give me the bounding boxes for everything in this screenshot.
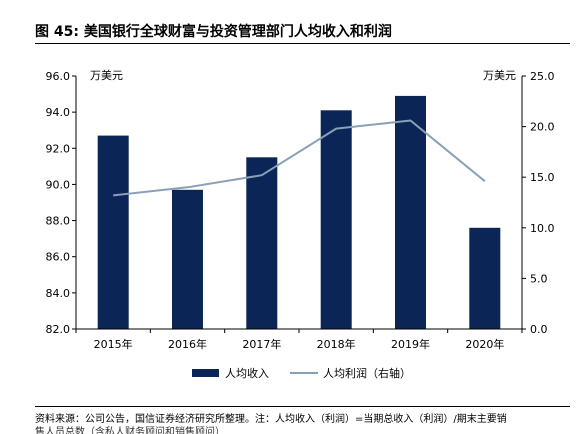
left-tick-label-7: 94.0: [46, 106, 71, 119]
axes: 82.0 84.0 86.0 88.0 90.0 92.0 94.0 96.0 0.0 5.0 10…: [46, 69, 555, 351]
left-tick-label-8: 96.0: [46, 70, 71, 83]
title-divider: [35, 43, 570, 44]
x-tick-label-5: 2019年: [391, 337, 430, 351]
footer: 资料来源：公司公告，国信证券经济研究所整理。注：人均收入（利润）=当期总收入（利…: [35, 406, 579, 434]
bar-4: [320, 110, 352, 329]
right-tick-label-1: 0.0: [530, 323, 548, 336]
bar-3: [246, 157, 278, 329]
line-series: [113, 119, 486, 197]
x-tick-label-2: 2016年: [168, 337, 207, 351]
legend: 人均收入 人均利润（右轴）: [192, 366, 411, 380]
right-tick-label-5: 20.0: [530, 121, 555, 134]
right-tick-label-3: 10.0: [530, 222, 555, 235]
right-tick-label-2: 5.0: [530, 272, 548, 285]
x-tick-label-4: 2018年: [317, 337, 356, 351]
bar-2: [172, 189, 203, 329]
source-note-cont: 售人员总数（含私人财务顾问和销售顾问）: [35, 427, 225, 434]
legend-bar-label: 人均收入: [225, 366, 269, 380]
left-tick-label-4: 88.0: [46, 215, 71, 228]
left-tick-label-6: 92.0: [46, 142, 71, 155]
right-axis-unit: 万美元: [483, 69, 516, 82]
footer-divider: [35, 406, 570, 407]
bar-5: [395, 95, 426, 330]
x-tick-label-1: 2015年: [94, 337, 133, 351]
profit-line: [113, 119, 486, 197]
bar-series: [97, 95, 501, 330]
legend-line-label: 人均利润（右轴）: [323, 366, 411, 380]
left-tick-label-1: 82.0: [46, 323, 71, 336]
source-note: 资料来源：公司公告，国信证券经济研究所整理。注：人均收入（利润）=当期总收入（利…: [35, 414, 507, 425]
left-tick-label-3: 86.0: [46, 251, 71, 264]
left-tick-label-5: 90.0: [46, 178, 71, 191]
right-tick-label-6: 25.0: [530, 70, 555, 83]
left-tick-label-2: 84.0: [46, 287, 71, 300]
legend-bar-swatch: [192, 369, 219, 377]
x-tick-label-6: 2020年: [465, 337, 504, 351]
left-axis-unit: 万美元: [90, 69, 123, 82]
figure-header: 图 45: 美国银行全球财富与投资管理部门人均收入和利润: [35, 22, 570, 44]
x-tick-label-3: 2017年: [242, 337, 281, 351]
bar-1: [97, 135, 129, 329]
right-tick-label-4: 15.0: [530, 171, 555, 184]
figure-title: 图 45: 美国银行全球财富与投资管理部门人均收入和利润: [35, 24, 392, 40]
bar-6: [469, 227, 501, 329]
